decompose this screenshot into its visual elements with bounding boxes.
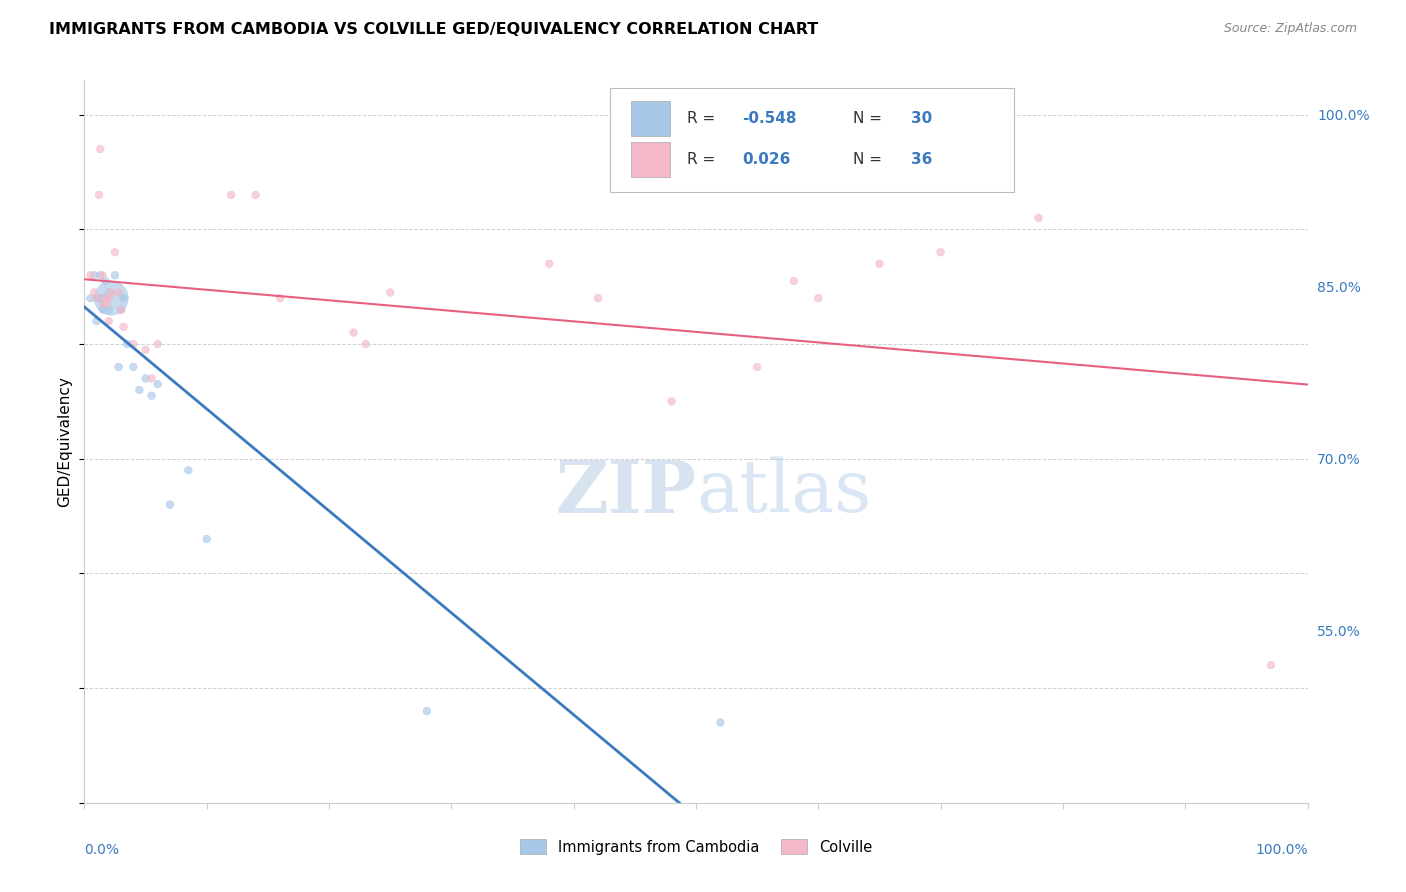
Point [354,337,377,351]
Text: N =: N = [852,153,886,168]
Point [538,257,561,271]
Point [93,291,115,305]
Point [89,268,111,283]
Point [807,291,830,305]
Text: 36: 36 [911,153,932,168]
Text: IMMIGRANTS FROM CAMBODIA VS COLVILLE GED/EQUIVALENCY CORRELATION CHART: IMMIGRANTS FROM CAMBODIA VS COLVILLE GED… [49,22,818,37]
Bar [631,143,671,178]
Point [91,302,114,317]
Point [122,359,145,374]
Point [87,291,110,305]
Point [135,343,157,357]
Legend: Immigrants from Cambodia, Colville: Immigrants from Cambodia, Colville [515,833,877,861]
Point [107,359,129,374]
Point [94,274,117,288]
Point [93,297,115,311]
Point [709,715,731,730]
Point [87,188,110,202]
Text: R =: R = [688,153,725,168]
Point [869,257,891,271]
Point [104,245,127,260]
Point [342,326,364,340]
Bar [631,101,671,136]
Point [1028,211,1050,225]
Point [245,188,267,202]
Y-axis label: GED/Equivalency: GED/Equivalency [58,376,73,507]
Point [104,268,127,283]
Point [86,291,108,305]
Point [141,389,163,403]
Text: Source: ZipAtlas.com: Source: ZipAtlas.com [1223,22,1357,36]
Point [91,268,114,283]
Point [128,383,150,397]
Point [89,142,111,156]
Point [177,463,200,477]
Point [380,285,402,300]
Point [86,314,108,328]
Point [747,359,769,374]
Point [141,371,163,385]
Point [96,291,118,305]
Point [97,285,120,300]
Point [96,297,118,311]
Text: 0.026: 0.026 [742,153,790,168]
Point [100,285,122,300]
Point [1260,658,1282,673]
Point [97,302,120,317]
Point [269,291,291,305]
Point [97,291,120,305]
Point [94,291,117,305]
Point [586,291,609,305]
Point [219,188,242,202]
Text: -0.548: -0.548 [742,112,797,126]
Point [146,337,169,351]
Point [112,291,135,305]
Text: N =: N = [852,112,886,126]
Point [91,291,114,305]
Point [100,291,122,305]
Text: 100.0%: 100.0% [1256,843,1308,856]
Point [110,302,132,317]
Text: R =: R = [688,112,720,126]
Point [110,302,132,317]
Point [146,377,169,392]
Point [86,291,108,305]
Point [83,268,105,283]
Point [97,314,120,328]
Text: 0.0%: 0.0% [84,843,120,856]
Point [83,285,105,300]
Point [112,319,135,334]
Text: 30: 30 [911,112,932,126]
Point [79,291,101,305]
Point [195,532,218,546]
FancyBboxPatch shape [610,87,1014,193]
Point [159,498,181,512]
Point [107,285,129,300]
Point [661,394,683,409]
Point [122,337,145,351]
Point [93,297,115,311]
Point [115,337,138,351]
Text: ZIP: ZIP [555,457,696,527]
Point [929,245,952,260]
Point [416,704,439,718]
Point [79,268,101,283]
Point [783,274,806,288]
Text: atlas: atlas [696,457,872,527]
Point [135,371,157,385]
